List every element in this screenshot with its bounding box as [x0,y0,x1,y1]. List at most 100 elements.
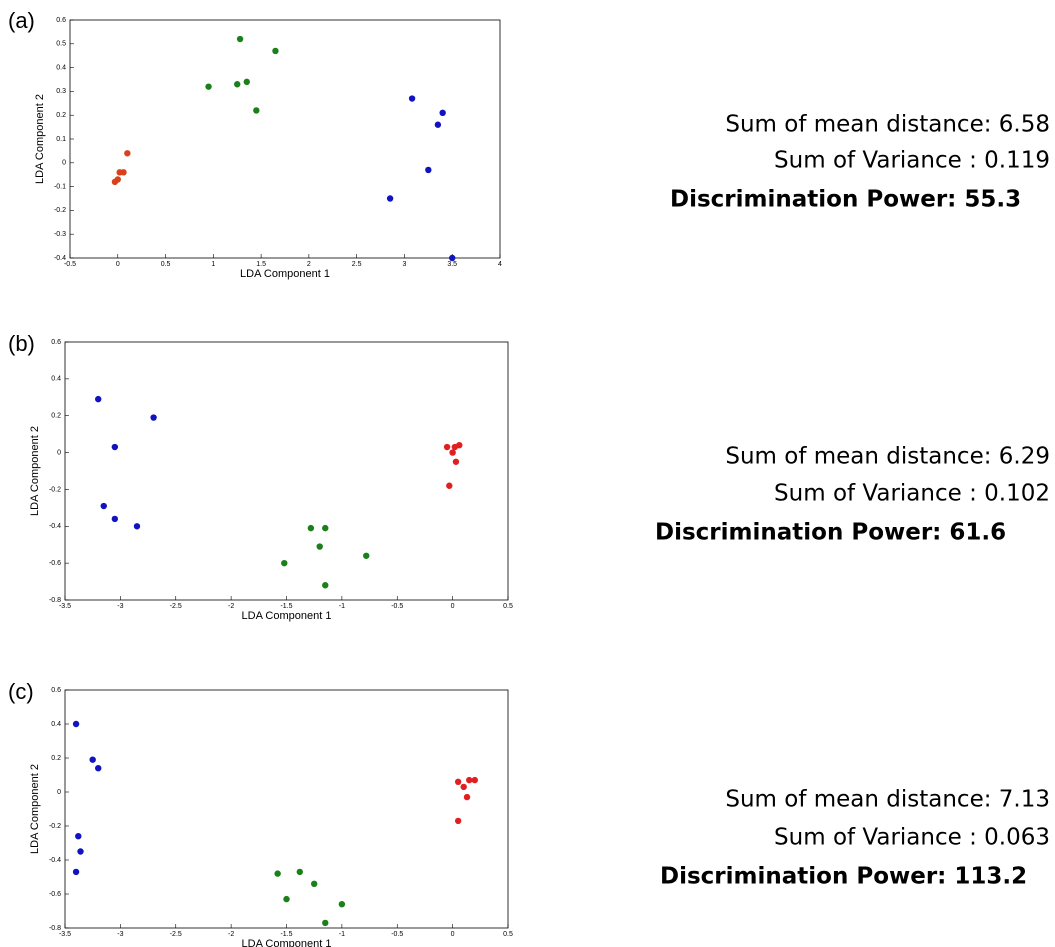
x-tick-label: -1 [339,603,345,610]
point [89,756,96,763]
point [386,195,394,202]
annotation: Discrimination Power: 55.3 [670,187,1021,213]
point [253,107,260,114]
y-tick-label: 0 [57,449,61,456]
panel-label: (b) [8,331,35,356]
y-tick-label: 0.6 [56,17,66,24]
x-tick-label: 2.5 [352,261,362,268]
annotation: Discrimination Power: 113.2 [660,864,1027,890]
point [452,458,460,465]
y-axis-label: LDA Component 2 [29,426,41,516]
y-tick-label: -0.4 [49,523,61,530]
point [434,121,442,128]
y-tick-label: -0.1 [54,183,66,190]
x-tick-label: 1.5 [256,261,266,268]
point [124,150,131,157]
y-tick-label: -0.2 [49,823,61,830]
annotation: Sum of Variance : 0.119 [774,148,1050,174]
x-tick-label: -2 [228,603,234,610]
y-tick-label: -0.8 [49,925,61,932]
point [205,83,212,90]
point [449,254,456,262]
point [95,765,102,772]
panel-label: (c) [8,679,34,704]
y-tick-label: -0.6 [49,560,61,567]
point [446,482,453,489]
annotation: Sum of Variance : 0.063 [774,825,1050,851]
y-tick-label: 0.4 [51,376,61,383]
y-axis-label: LDA Component 2 [29,764,41,854]
x-tick-label: 3 [402,261,406,268]
point [466,776,473,784]
x-tick-label: 4 [498,261,502,268]
y-tick-label: -0.4 [54,255,66,262]
x-tick-label: 0.5 [503,603,513,610]
x-tick-label: -1.5 [280,931,292,938]
point [443,443,451,451]
point [272,47,279,55]
plot-frame [64,689,509,929]
point [114,176,121,183]
point [236,35,244,43]
y-tick-label: 0.2 [56,112,66,119]
y-tick-label: 0.6 [51,339,61,346]
point [316,543,323,550]
point [150,414,157,421]
point [72,868,80,876]
point [111,443,119,451]
point [408,95,416,102]
y-tick-label: 0 [62,160,66,167]
x-tick-label: -0.5 [391,931,403,938]
x-tick-label: -1.5 [280,603,292,610]
x-tick-label: 1 [211,261,215,268]
point [100,502,107,510]
y-tick-label: 0.6 [51,687,61,694]
y-tick-label: 0.4 [51,721,61,728]
point [234,81,241,88]
x-tick-label: -2 [228,931,234,938]
x-tick-label: 0 [451,931,455,938]
point [95,395,102,403]
plot-frame [69,19,501,259]
x-tick-label: -2.5 [170,931,182,938]
point [111,515,119,523]
x-tick-label: 2 [307,261,311,268]
annotation: Discrimination Power: 61.6 [655,520,1006,546]
annotation: Sum of mean distance: 6.58 [725,112,1050,138]
point [307,524,315,532]
x-tick-label: -2.5 [170,603,182,610]
point [454,817,462,825]
x-tick-label: -1 [339,931,345,938]
x-axis-label: LDA Component 1 [240,268,330,280]
point [463,793,471,801]
point [120,169,127,176]
y-tick-label: -0.2 [54,207,66,214]
x-tick-label: 3.5 [447,261,457,268]
y-tick-label: -0.6 [49,891,61,898]
x-tick-label: -3 [117,603,123,610]
x-tick-label: -0.5 [64,261,76,268]
point [274,870,281,877]
x-tick-label: 0 [116,261,120,268]
point [471,776,478,784]
y-tick-label: -0.8 [49,597,61,604]
point [454,778,462,785]
x-axis-label: LDA Component 1 [242,938,332,947]
y-tick-label: -0.3 [54,231,66,238]
x-tick-label: -3.5 [59,931,71,938]
point [449,449,456,456]
x-axis-label: LDA Component 1 [242,610,332,622]
y-axis-label: LDA Component 2 [34,94,46,184]
point [425,166,432,174]
y-tick-label: 0.1 [56,136,66,143]
point [296,868,303,876]
point [133,523,141,530]
point [77,848,84,855]
x-tick-label: -3 [117,931,123,938]
annotation: Sum of mean distance: 7.13 [725,787,1050,813]
x-tick-label: 0.5 [503,931,513,938]
point [456,442,463,449]
y-tick-label: 0.3 [56,88,66,95]
